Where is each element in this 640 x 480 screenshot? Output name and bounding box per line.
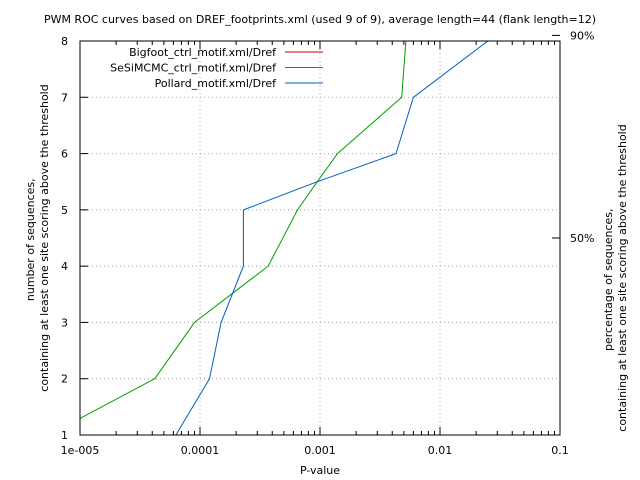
legend-label-3: Pollard_motif.xml/Dref [155, 77, 278, 90]
y-axis-label-line-1: number of sequences, [24, 178, 37, 301]
y-axis-label: number of sequences, containing at least… [24, 84, 51, 391]
x-tick-label: 1e-005 [61, 444, 100, 457]
series-line-3 [175, 41, 489, 435]
y2-axis-label-line-2: containing at least one site scoring abo… [616, 124, 629, 431]
y-tick-label: 2 [61, 373, 68, 386]
legend: Bigfoot_ctrl_motif.xml/Dref SeSiMCMC_ctrl… [110, 46, 323, 90]
x-axis-label: P-value [300, 464, 340, 477]
series-line-2 [80, 41, 407, 419]
y2-axis-label: percentage of sequences, containing at l… [602, 124, 629, 431]
series-layer [80, 41, 489, 435]
y2-tick-label: 90% [570, 29, 594, 42]
y-tick-label: 1 [61, 429, 68, 442]
y2-axis-label-line-1: percentage of sequences, [602, 209, 615, 351]
chart-title: PWM ROC curves based on DREF_footprints.… [44, 13, 596, 26]
x-tick-label: 0.0001 [181, 444, 220, 457]
legend-label-1: Bigfoot_ctrl_motif.xml/Dref [129, 46, 277, 59]
y-tick-label: 4 [61, 260, 68, 273]
ticks-layer: 1e-005 0.0001 0.001 0.01 0.1 1 2 3 4 5 6 7 8 50% 90% [61, 29, 595, 457]
y-tick-label: 8 [61, 35, 68, 48]
x-tick-label: 0.01 [428, 444, 453, 457]
legend-label-2: SeSiMCMC_ctrl_motif.xml/Dref [110, 62, 277, 75]
grid-layer [80, 41, 560, 435]
x-tick-label: 0.1 [551, 444, 569, 457]
y-tick-label: 7 [61, 91, 68, 104]
y-axis-label-line-2: containing at least one site scoring abo… [38, 84, 51, 391]
x-tick-label: 0.001 [304, 444, 336, 457]
y-tick-label: 5 [61, 204, 68, 217]
y2-tick-label: 50% [570, 232, 594, 245]
y-tick-label: 3 [61, 316, 68, 329]
y-tick-label: 6 [61, 148, 68, 161]
